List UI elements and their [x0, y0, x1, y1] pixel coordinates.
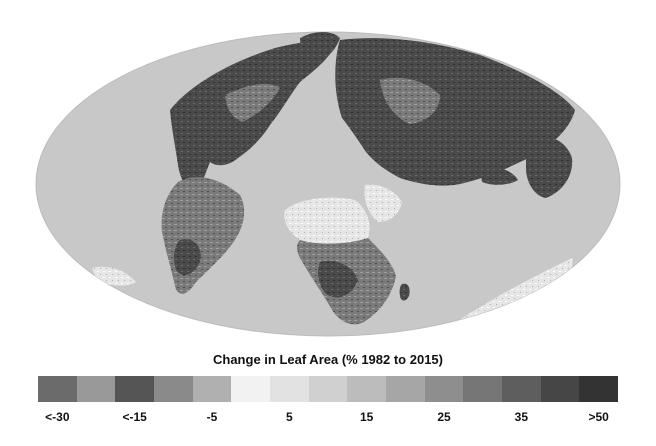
legend-swatch: [154, 376, 193, 402]
legend-swatch: [579, 376, 619, 402]
antarctica-right-fragment: [456, 258, 573, 325]
legend-title: Change in Leaf Area (% 1982 to 2015): [213, 352, 443, 367]
world-map: [35, 31, 621, 337]
legend-colorbar: [38, 376, 619, 402]
africa-north-desert: [284, 197, 370, 244]
legend-swatch: [347, 376, 387, 402]
legend-tick-label: 35: [514, 410, 529, 424]
eurasia-landmass: [335, 38, 575, 186]
greenland-landmass: [300, 32, 340, 62]
legend-swatch: [424, 376, 464, 402]
legend-swatch: [463, 376, 503, 402]
legend-tick-labels: <-30 <-15 -5 5 15 25 35 >50: [38, 410, 618, 428]
north-america-landmass: [170, 41, 335, 197]
legend-tick-label: 25: [437, 410, 451, 424]
eurasia-light-patch: [380, 77, 440, 124]
legend-swatch: [38, 376, 77, 402]
legend-swatch: [308, 376, 348, 402]
south-america-dark-patch: [173, 239, 201, 276]
madagascar-landmass: [399, 283, 410, 301]
legend-swatch: [192, 376, 232, 402]
legend-swatch: [540, 376, 580, 402]
australia-landmass: [526, 136, 573, 198]
legend-swatch: [231, 376, 271, 402]
legend-swatch: [270, 376, 309, 402]
africa-dark-patch: [318, 260, 358, 298]
legend-tick-label: 15: [359, 410, 374, 424]
legend-tick-label: >50: [588, 410, 609, 424]
legend-swatch: [115, 376, 155, 402]
legend-swatch: [76, 376, 116, 402]
legend-tick-label: -5: [206, 410, 218, 424]
legend-tick-label: <-15: [122, 410, 147, 424]
legend-tick-label: 5: [285, 410, 293, 424]
legend-swatch: [386, 376, 425, 402]
legend-tick-label: <-30: [45, 410, 70, 424]
north-america-light-patch: [225, 84, 280, 122]
southeast-asia-islands: [480, 168, 518, 185]
arabia-landmass: [364, 184, 402, 222]
legend-swatch: [502, 376, 541, 402]
